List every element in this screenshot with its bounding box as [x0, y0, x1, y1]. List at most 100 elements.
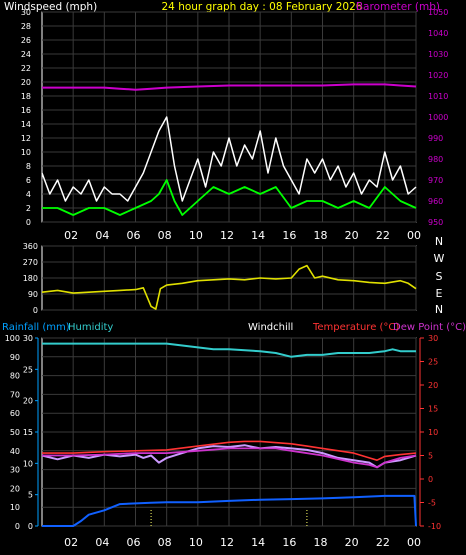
- panel1-series-barometer: [42, 83, 417, 91]
- panel2-compass-label: N: [435, 303, 443, 316]
- panel1-right-label: Barometer (mb): [356, 1, 440, 13]
- panel3-humidity-tick-label: 100: [5, 334, 20, 343]
- panel3-series-temperature: [42, 440, 417, 462]
- panel3-series-dewpoint: [42, 447, 417, 469]
- panel3-x-tick-label: 04: [95, 536, 109, 549]
- panel1-y-right-tick-label: 1030: [428, 50, 448, 59]
- panel3-humidity-tick-label: 80: [10, 372, 20, 381]
- panel3-x-tick-label: 14: [251, 536, 265, 549]
- panel3-humidity-tick-label: 40: [10, 447, 20, 456]
- panel3-x-tick-label: 12: [220, 536, 234, 549]
- panel2-compass-label: S: [436, 270, 443, 283]
- panel3-x-tick-label: 20: [345, 536, 359, 549]
- panel1-title: 24 hour graph day : 08 February 2026: [162, 1, 363, 13]
- panel1-y-left-tick-label: 18: [21, 92, 31, 101]
- panel3-rain-tick-label: 10: [23, 459, 33, 468]
- panel1-y-right-tick-label: 1020: [428, 71, 448, 80]
- panel1-y-left-tick-label: 22: [21, 64, 31, 73]
- panel1-x-tick-label: 16: [282, 229, 296, 242]
- panel3-rain-tick-label: 25: [23, 365, 33, 374]
- panel3-rain-tick-label: 15: [23, 428, 33, 437]
- panel1-y-left-tick-label: 26: [21, 36, 31, 45]
- panel3-temperature-label: Temperature (°C): [312, 322, 399, 333]
- panel2-y-tick-label: 360: [23, 242, 38, 251]
- panel1-y-right-tick-label: 960: [428, 197, 443, 206]
- panel3-x-tick-label: 08: [158, 536, 172, 549]
- panel2-y-tick-label: 90: [28, 290, 38, 299]
- panel3-x-tick-label: 06: [127, 536, 141, 549]
- panel2-y-tick-label: 180: [23, 274, 38, 283]
- panel3-windchill-label: Windchill: [248, 322, 293, 333]
- panel1-series-average: [42, 179, 417, 216]
- panel3-rain-label: Rainfall (mm): [2, 322, 70, 333]
- panel1-y-right-tick-label: 990: [428, 134, 443, 143]
- panel1-x-tick-label: 06: [127, 229, 141, 242]
- panel1-y-left-tick-label: 14: [21, 120, 31, 129]
- panel3-humidity-tick-label: 90: [10, 353, 20, 362]
- panel3-rain-tick-label: 20: [23, 397, 33, 406]
- panel3-humidity-label: Humidity: [68, 322, 113, 333]
- panel3-temp-tick-label: 10: [428, 428, 438, 437]
- chart-marks: 0246810121416182022242628309509609709809…: [5, 8, 449, 549]
- panel1-x-tick-label: 02: [64, 229, 78, 242]
- panel3-series-humidity: [42, 342, 416, 358]
- panel1-left-label: Windspeed (mph): [4, 1, 97, 13]
- panel1-x-tick-label: 20: [345, 229, 359, 242]
- panel3-rain-tick-label: 5: [28, 491, 33, 500]
- panel1-y-right-tick-label: 1000: [428, 113, 448, 122]
- panel3-humidity-tick-label: 30: [10, 466, 20, 475]
- panel3-temp-tick-label: -10: [428, 522, 441, 531]
- panel3-temp-tick-label: 30: [428, 334, 438, 343]
- panel3-temp-tick-label: 0: [428, 475, 433, 484]
- panel1-x-tick-label: 08: [158, 229, 172, 242]
- panel3-x-tick-label: 18: [314, 536, 328, 549]
- panel1-y-left-tick-label: 0: [26, 218, 31, 227]
- panel2-y-tick-label: 0: [33, 306, 38, 315]
- panel1-y-right-tick-label: 980: [428, 155, 443, 164]
- panel1-x-tick-label: 00: [407, 229, 421, 242]
- panel3-x-tick-label: 02: [64, 536, 78, 549]
- panel1-x-tick-label: 10: [189, 229, 203, 242]
- panel1-y-left-tick-label: 24: [21, 50, 31, 59]
- panel3-humidity-tick-label: 10: [10, 503, 20, 512]
- panel3-humidity-tick-label: 70: [10, 390, 20, 399]
- panel2-y-tick-label: 270: [23, 258, 38, 267]
- panel2-compass-label: N: [435, 235, 443, 248]
- panel2-compass-label: W: [434, 252, 445, 265]
- panel1-y-left-tick-label: 16: [21, 106, 31, 115]
- panel1-x-tick-label: 14: [251, 229, 265, 242]
- panel3-temp-tick-label: -5: [428, 499, 436, 508]
- panel1-y-right-tick-label: 1040: [428, 29, 448, 38]
- panel3-temp-tick-label: 20: [428, 381, 438, 390]
- panel3-humidity-tick-label: 60: [10, 409, 20, 418]
- panel3-rain-tick-label: 0: [28, 522, 33, 531]
- panel1-y-left-tick-label: 30: [21, 8, 31, 17]
- panel1-x-tick-label: 12: [220, 229, 234, 242]
- panel1-y-left-tick-label: 28: [21, 22, 31, 31]
- panel3-humidity-tick-label: 50: [10, 428, 20, 437]
- panel1-y-right-tick-label: 970: [428, 176, 443, 185]
- panel1-y-left-tick-label: 2: [26, 204, 31, 213]
- panel3-rain-tick-label: 30: [23, 334, 33, 343]
- panel1-series-gust: [41, 116, 417, 202]
- panel1-y-left-tick-label: 12: [21, 134, 31, 143]
- panel1-x-tick-label: 18: [314, 229, 328, 242]
- panel1-y-left-tick-label: 6: [26, 176, 31, 185]
- panel3-x-tick-label: 10: [189, 536, 203, 549]
- panel3-temp-tick-label: 5: [428, 452, 433, 461]
- panel1-y-left-tick-label: 20: [21, 78, 31, 87]
- panel1-x-tick-label: 22: [376, 229, 390, 242]
- panel1-y-right-tick-label: 1050: [428, 8, 448, 17]
- panel1-y-left-tick-label: 8: [26, 162, 31, 171]
- panel2-series-direction: [41, 264, 417, 310]
- panel3-temp-tick-label: 25: [428, 358, 438, 367]
- panel3-x-tick-label: 16: [282, 536, 296, 549]
- panel1-y-left-tick-label: 4: [26, 190, 31, 199]
- panel3-temp-tick-label: 15: [428, 405, 438, 414]
- panel1-x-tick-label: 04: [95, 229, 109, 242]
- panel1-y-right-tick-label: 1010: [428, 92, 448, 101]
- panel3-humidity-tick-label: 0: [15, 522, 20, 531]
- panel3-x-tick-label: 22: [376, 536, 390, 549]
- panel1-y-right-tick-label: 950: [428, 218, 443, 227]
